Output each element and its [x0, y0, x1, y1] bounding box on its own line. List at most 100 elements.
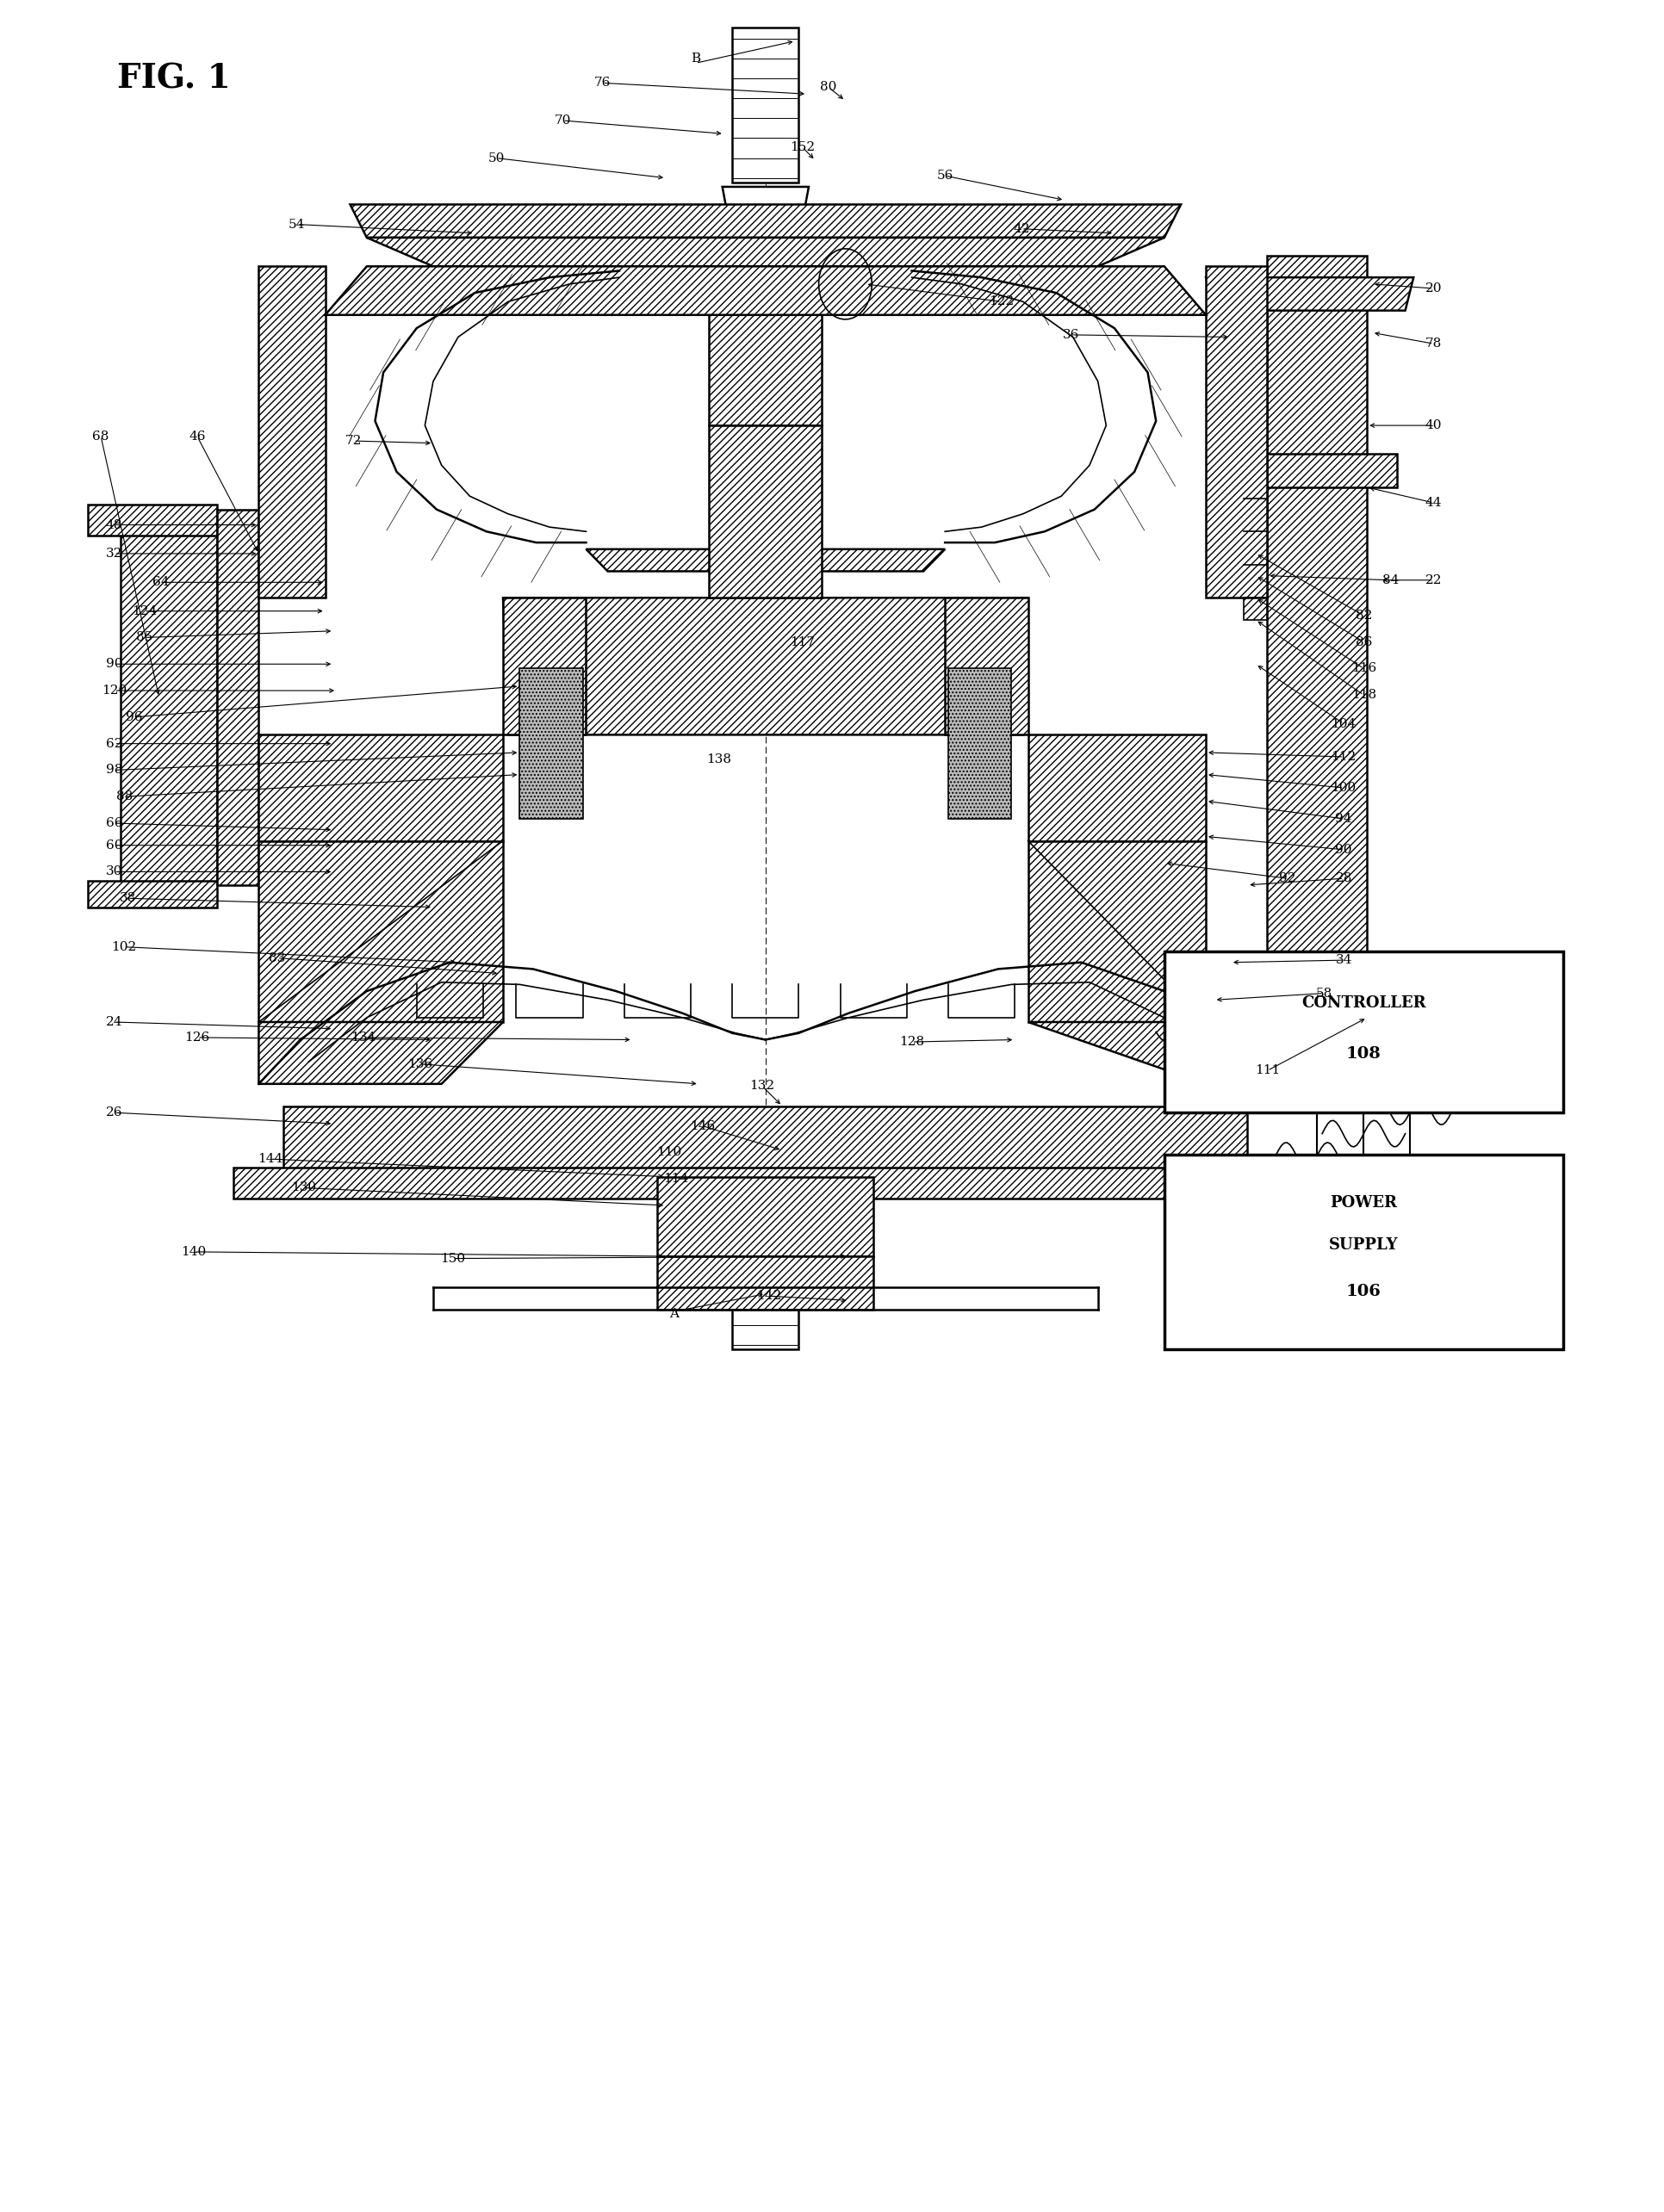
Text: 86: 86 — [1356, 637, 1373, 648]
Text: 126: 126 — [185, 1031, 210, 1044]
Text: 152: 152 — [789, 142, 815, 153]
Text: 72: 72 — [344, 436, 361, 447]
Text: 118: 118 — [1351, 688, 1376, 701]
Text: 90: 90 — [1336, 843, 1353, 856]
Polygon shape — [709, 425, 822, 597]
Text: 62: 62 — [106, 737, 123, 750]
Text: 66: 66 — [106, 816, 123, 830]
Text: 54: 54 — [288, 219, 305, 230]
Text: 96: 96 — [126, 710, 143, 723]
Polygon shape — [283, 1106, 1248, 1177]
Text: 30: 30 — [106, 865, 123, 878]
Text: 120: 120 — [102, 684, 126, 697]
Text: 34: 34 — [1336, 953, 1353, 967]
Polygon shape — [121, 509, 218, 885]
Text: SUPPLY: SUPPLY — [1330, 1237, 1398, 1252]
Text: 140: 140 — [181, 1245, 206, 1259]
Text: 32: 32 — [106, 549, 123, 560]
Polygon shape — [519, 668, 582, 818]
Text: 128: 128 — [899, 1035, 924, 1048]
Text: 98: 98 — [106, 763, 123, 776]
Bar — [1165, 951, 1562, 1113]
Text: 38: 38 — [120, 891, 136, 905]
Text: 144: 144 — [258, 1152, 283, 1166]
Polygon shape — [945, 597, 1028, 734]
Text: 88: 88 — [116, 790, 133, 803]
Polygon shape — [503, 597, 1028, 734]
Text: 56: 56 — [937, 170, 953, 181]
Text: POWER: POWER — [1330, 1194, 1398, 1210]
Text: 94: 94 — [1336, 812, 1353, 825]
Text: 138: 138 — [707, 752, 732, 765]
Polygon shape — [1206, 276, 1413, 310]
Polygon shape — [1028, 1022, 1206, 1084]
Polygon shape — [586, 549, 945, 571]
Text: 78: 78 — [1424, 338, 1441, 349]
Text: 28: 28 — [1336, 872, 1353, 885]
Text: 83: 83 — [268, 951, 285, 964]
Polygon shape — [324, 265, 1206, 314]
Text: 42: 42 — [1013, 223, 1030, 234]
Text: 48: 48 — [106, 520, 123, 531]
Polygon shape — [1028, 734, 1206, 841]
Text: 80: 80 — [820, 82, 837, 93]
Polygon shape — [602, 221, 929, 265]
Polygon shape — [258, 734, 503, 841]
Text: FIG. 1: FIG. 1 — [118, 62, 231, 95]
Polygon shape — [366, 237, 1165, 265]
Text: 44: 44 — [1424, 498, 1443, 509]
Text: 104: 104 — [1331, 717, 1356, 730]
Text: CONTROLLER: CONTROLLER — [1301, 995, 1426, 1011]
Polygon shape — [1245, 465, 1268, 619]
Text: 82: 82 — [1356, 611, 1373, 622]
Polygon shape — [619, 265, 912, 310]
Text: 150: 150 — [441, 1252, 466, 1265]
Text: 64: 64 — [153, 577, 170, 588]
Text: A: A — [669, 1307, 679, 1321]
Text: 142: 142 — [755, 1290, 782, 1303]
Text: 50: 50 — [488, 153, 504, 164]
Text: 40: 40 — [1424, 420, 1443, 431]
Text: 92: 92 — [1280, 872, 1296, 885]
Polygon shape — [88, 504, 218, 535]
Text: 106: 106 — [1346, 1283, 1381, 1298]
Text: 132: 132 — [750, 1079, 775, 1093]
Polygon shape — [1206, 265, 1268, 597]
Text: 60: 60 — [106, 838, 123, 852]
Text: 70: 70 — [554, 115, 571, 126]
Text: 36: 36 — [1063, 330, 1080, 341]
Polygon shape — [88, 880, 218, 907]
Polygon shape — [258, 841, 503, 1022]
Text: 114: 114 — [664, 1172, 689, 1186]
Text: 112: 112 — [1331, 750, 1356, 763]
Polygon shape — [732, 1310, 799, 1349]
Text: 146: 146 — [691, 1119, 716, 1133]
Text: 116: 116 — [1351, 661, 1376, 675]
Polygon shape — [732, 29, 799, 181]
Text: 90: 90 — [106, 657, 123, 670]
Text: 134: 134 — [351, 1031, 376, 1044]
Text: 68: 68 — [93, 431, 110, 442]
Text: 20: 20 — [1424, 283, 1443, 294]
Text: 111: 111 — [1255, 1064, 1280, 1077]
Polygon shape — [503, 597, 586, 734]
Text: 136: 136 — [408, 1057, 433, 1071]
Text: 84: 84 — [1383, 575, 1399, 586]
Polygon shape — [722, 186, 809, 221]
Polygon shape — [709, 310, 822, 425]
Text: 85: 85 — [136, 633, 153, 644]
Polygon shape — [657, 1256, 874, 1310]
Bar — [1165, 1155, 1562, 1349]
Polygon shape — [258, 1022, 503, 1084]
Polygon shape — [218, 509, 258, 885]
Text: 76: 76 — [594, 77, 611, 88]
Text: 122: 122 — [988, 296, 1013, 307]
Text: 100: 100 — [1331, 781, 1356, 794]
Text: 22: 22 — [1424, 575, 1443, 586]
Text: 24: 24 — [106, 1015, 123, 1029]
Text: 108: 108 — [1346, 1046, 1381, 1062]
Text: 26: 26 — [106, 1106, 123, 1119]
Text: 124: 124 — [131, 606, 156, 617]
Polygon shape — [349, 204, 1181, 237]
Text: 117: 117 — [789, 637, 815, 648]
